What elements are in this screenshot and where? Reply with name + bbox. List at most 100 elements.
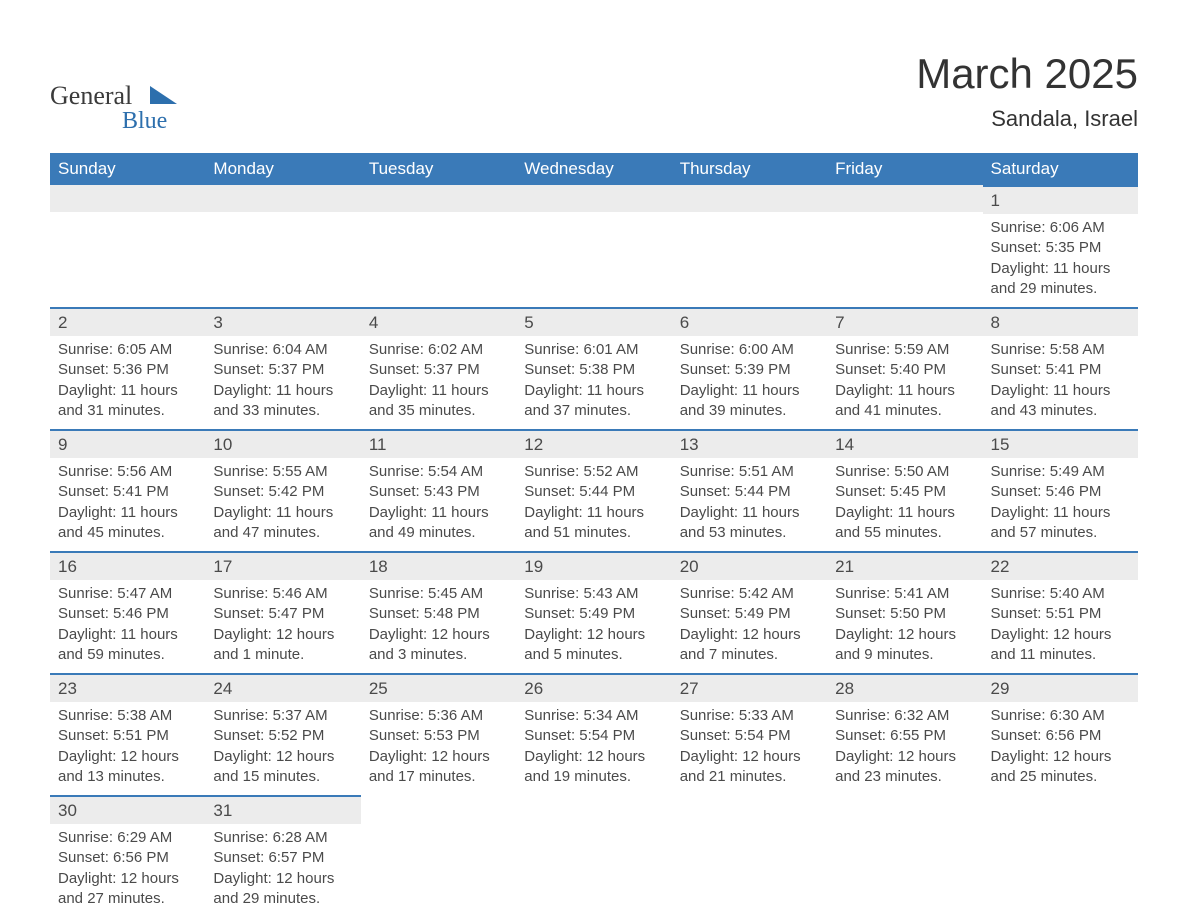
calendar-day-cell: 22 Sunrise: 5:40 AMSunset: 5:51 PMDayligh… (983, 551, 1138, 673)
day-number: 9 (58, 435, 67, 454)
sunset-text: Sunset: 5:49 PM (680, 604, 819, 624)
sunset-text: Sunset: 5:41 PM (991, 360, 1130, 380)
day-number-bar: 13 (672, 429, 827, 458)
sunrise-text: Sunrise: 5:43 AM (524, 584, 663, 604)
sunset-text: Sunset: 6:55 PM (835, 726, 974, 746)
calendar-day-cell (827, 185, 982, 307)
sunset-text: Sunset: 5:37 PM (213, 360, 352, 380)
sunset-text: Sunset: 5:53 PM (369, 726, 508, 746)
day-number-bar: 27 (672, 673, 827, 702)
day-number-bar (672, 185, 827, 212)
calendar-week-row: 9Sunrise: 5:56 AMSunset: 5:41 PMDaylight… (50, 429, 1138, 551)
day-body (827, 212, 982, 224)
daylight-text: Daylight: 11 hours and 51 minutes. (524, 503, 663, 544)
day-number-bar: 9 (50, 429, 205, 458)
sunrise-text: Sunrise: 5:59 AM (835, 340, 974, 360)
day-number: 10 (213, 435, 232, 454)
daylight-text: Daylight: 12 hours and 1 minute. (213, 625, 352, 666)
calendar-day-cell: 12 Sunrise: 5:52 AMSunset: 5:44 PMDayligh… (516, 429, 671, 551)
day-number: 22 (991, 557, 1010, 576)
day-number-bar: 4 (361, 307, 516, 336)
day-number: 3 (213, 313, 222, 332)
daylight-text: Daylight: 11 hours and 39 minutes. (680, 381, 819, 422)
daylight-text: Daylight: 12 hours and 21 minutes. (680, 747, 819, 788)
sunset-text: Sunset: 6:56 PM (58, 848, 197, 868)
calendar-day-cell: 1Sunrise: 6:06 AMSunset: 5:35 PMDaylight… (983, 185, 1138, 307)
day-number: 5 (524, 313, 533, 332)
daylight-text: Daylight: 12 hours and 11 minutes. (991, 625, 1130, 666)
sunrise-text: Sunrise: 5:55 AM (213, 462, 352, 482)
day-body: Sunrise: 6:29 AMSunset: 6:56 PMDaylight:… (50, 824, 205, 917)
calendar-week-row: 2Sunrise: 6:05 AMSunset: 5:36 PMDaylight… (50, 307, 1138, 429)
sunset-text: Sunset: 5:50 PM (835, 604, 974, 624)
day-body: Sunrise: 5:38 AMSunset: 5:51 PMDaylight:… (50, 702, 205, 795)
day-number-bar: 24 (205, 673, 360, 702)
day-body: Sunrise: 5:52 AMSunset: 5:44 PMDaylight:… (516, 458, 671, 551)
daylight-text: Daylight: 12 hours and 17 minutes. (369, 747, 508, 788)
weekday-header: Wednesday (516, 153, 671, 185)
sunset-text: Sunset: 5:51 PM (58, 726, 197, 746)
daylight-text: Daylight: 12 hours and 19 minutes. (524, 747, 663, 788)
daylight-text: Daylight: 11 hours and 43 minutes. (991, 381, 1130, 422)
calendar-day-cell (516, 185, 671, 307)
daylight-text: Daylight: 12 hours and 25 minutes. (991, 747, 1130, 788)
brand-text-2: Blue (122, 108, 167, 134)
day-body: Sunrise: 5:40 AMSunset: 5:51 PMDaylight:… (983, 580, 1138, 673)
day-number-bar (827, 795, 982, 822)
sunrise-text: Sunrise: 5:38 AM (58, 706, 197, 726)
sunset-text: Sunset: 6:57 PM (213, 848, 352, 868)
sunrise-text: Sunrise: 6:32 AM (835, 706, 974, 726)
daylight-text: Daylight: 12 hours and 5 minutes. (524, 625, 663, 666)
day-body (361, 822, 516, 834)
day-number: 26 (524, 679, 543, 698)
month-title: March 2025 (916, 50, 1138, 98)
sunrise-text: Sunrise: 6:30 AM (991, 706, 1130, 726)
day-number-bar: 22 (983, 551, 1138, 580)
sunset-text: Sunset: 5:38 PM (524, 360, 663, 380)
daylight-text: Daylight: 12 hours and 29 minutes. (213, 869, 352, 910)
calendar-day-cell (361, 795, 516, 917)
calendar-day-cell: 26Sunrise: 5:34 AMSunset: 5:54 PMDayligh… (516, 673, 671, 795)
day-body: Sunrise: 5:37 AMSunset: 5:52 PMDaylight:… (205, 702, 360, 795)
sunset-text: Sunset: 5:54 PM (524, 726, 663, 746)
daylight-text: Daylight: 11 hours and 57 minutes. (991, 503, 1130, 544)
day-number-bar: 31 (205, 795, 360, 824)
day-number: 14 (835, 435, 854, 454)
calendar-day-cell: 23Sunrise: 5:38 AMSunset: 5:51 PMDayligh… (50, 673, 205, 795)
day-number: 12 (524, 435, 543, 454)
sunset-text: Sunset: 5:40 PM (835, 360, 974, 380)
sunset-text: Sunset: 5:43 PM (369, 482, 508, 502)
sunrise-text: Sunrise: 6:05 AM (58, 340, 197, 360)
day-number: 4 (369, 313, 378, 332)
sunset-text: Sunset: 5:48 PM (369, 604, 508, 624)
weekday-header: Thursday (672, 153, 827, 185)
day-number-bar (516, 795, 671, 822)
calendar-day-cell: 10Sunrise: 5:55 AMSunset: 5:42 PMDayligh… (205, 429, 360, 551)
sunrise-text: Sunrise: 6:28 AM (213, 828, 352, 848)
calendar-day-cell (50, 185, 205, 307)
day-body: Sunrise: 6:05 AMSunset: 5:36 PMDaylight:… (50, 336, 205, 429)
sunrise-text: Sunrise: 5:46 AM (213, 584, 352, 604)
sunset-text: Sunset: 5:37 PM (369, 360, 508, 380)
calendar-week-row: 1Sunrise: 6:06 AMSunset: 5:35 PMDaylight… (50, 185, 1138, 307)
sunrise-text: Sunrise: 5:37 AM (213, 706, 352, 726)
day-body (361, 212, 516, 224)
day-body: Sunrise: 5:59 AMSunset: 5:40 PMDaylight:… (827, 336, 982, 429)
day-body (205, 212, 360, 224)
calendar-day-cell: 9Sunrise: 5:56 AMSunset: 5:41 PMDaylight… (50, 429, 205, 551)
sunrise-text: Sunrise: 6:04 AM (213, 340, 352, 360)
day-number: 13 (680, 435, 699, 454)
day-number: 20 (680, 557, 699, 576)
calendar-day-cell: 27Sunrise: 5:33 AMSunset: 5:54 PMDayligh… (672, 673, 827, 795)
day-number-bar (205, 185, 360, 212)
day-number: 19 (524, 557, 543, 576)
calendar-day-cell: 31 Sunrise: 6:28 AMSunset: 6:57 PMDayligh… (205, 795, 360, 917)
sunrise-text: Sunrise: 6:29 AM (58, 828, 197, 848)
day-number: 6 (680, 313, 689, 332)
weekday-header: Monday (205, 153, 360, 185)
weekday-header-row: Sunday Monday Tuesday Wednesday Thursday… (50, 153, 1138, 185)
sunset-text: Sunset: 5:45 PM (835, 482, 974, 502)
sunrise-text: Sunrise: 5:33 AM (680, 706, 819, 726)
calendar-day-cell: 25Sunrise: 5:36 AMSunset: 5:53 PMDayligh… (361, 673, 516, 795)
brand-text-1: General (50, 81, 132, 110)
